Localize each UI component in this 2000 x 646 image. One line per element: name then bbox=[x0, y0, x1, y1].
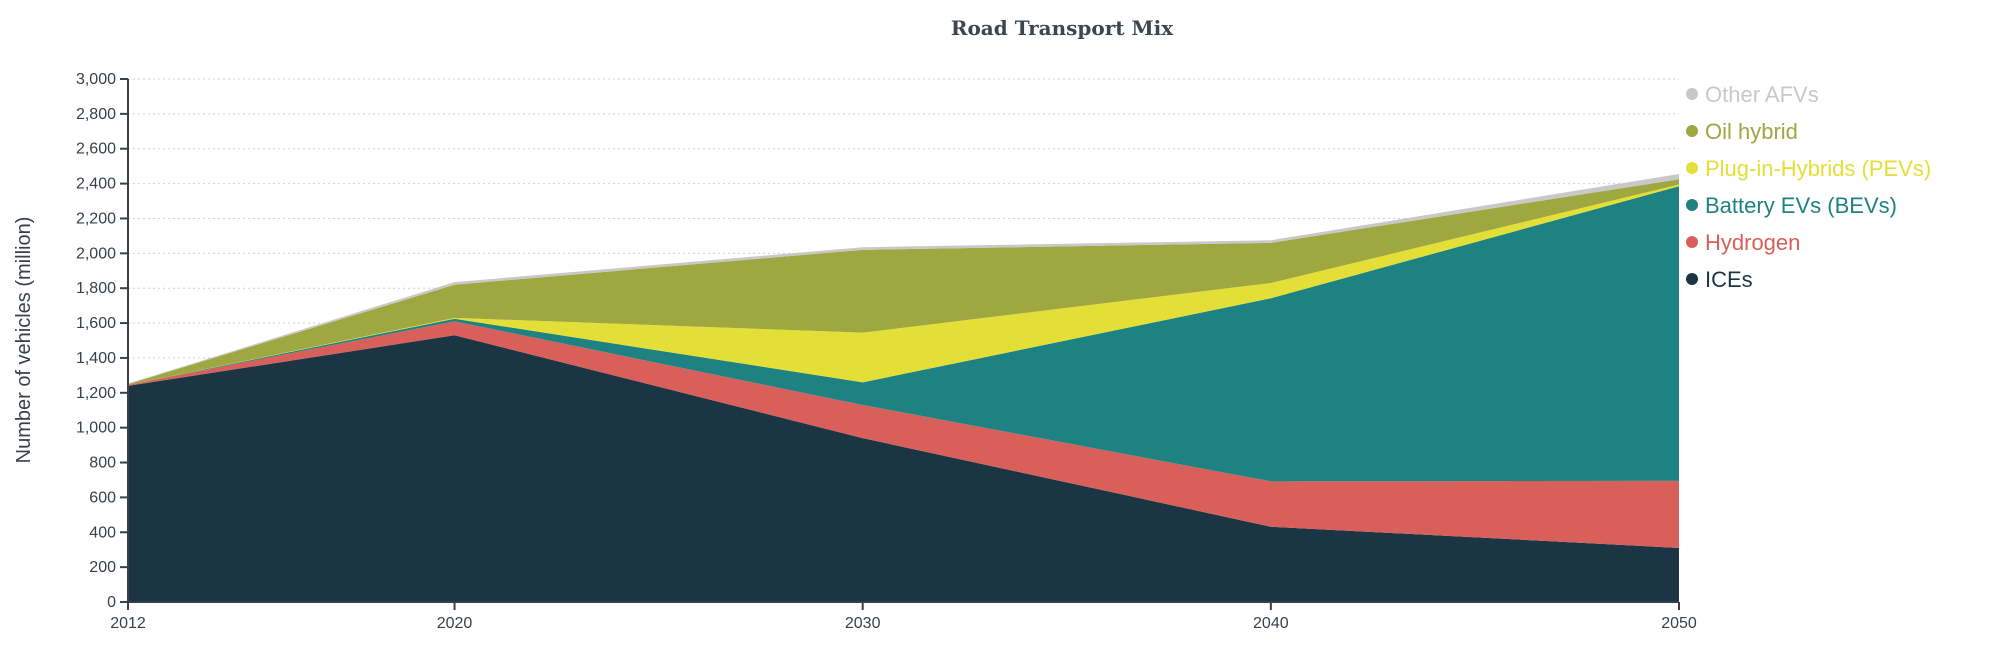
x-tick-label: 2020 bbox=[437, 615, 473, 632]
y-tick-label: 1,600 bbox=[76, 315, 116, 332]
area-ices[interactable] bbox=[128, 335, 1679, 602]
y-axis-label: Number of vehicles (million) bbox=[13, 217, 35, 464]
y-tick-label: 1,800 bbox=[76, 280, 116, 297]
area-oil-hybrid[interactable] bbox=[128, 179, 1679, 385]
legend-item[interactable]: Battery EVs (BEVs) bbox=[1686, 193, 1897, 218]
y-tick-label: 2,200 bbox=[76, 210, 116, 227]
y-tick-label: 2,000 bbox=[76, 245, 116, 262]
area-hydrogen[interactable] bbox=[128, 321, 1679, 548]
legend-dot-icon bbox=[1686, 236, 1698, 248]
y-tick-label: 200 bbox=[89, 559, 116, 576]
legend-item[interactable]: Plug-in-Hybrids (PEVs) bbox=[1686, 156, 1931, 181]
y-tick-label: 400 bbox=[89, 524, 116, 541]
y-tick-label: 2,600 bbox=[76, 141, 116, 158]
y-tick-label: 3,000 bbox=[76, 71, 116, 88]
legend-label: ICEs bbox=[1705, 267, 1753, 292]
legend-dot-icon bbox=[1686, 273, 1698, 285]
legend-item[interactable]: ICEs bbox=[1686, 267, 1753, 292]
y-tick-label: 1,000 bbox=[76, 420, 116, 437]
legend-item[interactable]: Hydrogen bbox=[1686, 230, 1800, 255]
chart-title: Road Transport Mix bbox=[951, 16, 1174, 40]
y-tick-label: 600 bbox=[89, 489, 116, 506]
legend-label: Oil hybrid bbox=[1705, 119, 1798, 144]
x-tick-label: 2012 bbox=[110, 615, 146, 632]
areas bbox=[128, 174, 1679, 602]
y-tick-label: 1,200 bbox=[76, 385, 116, 402]
y-tick-label: 800 bbox=[89, 455, 116, 472]
y-tick-label: 1,400 bbox=[76, 350, 116, 367]
legend-label: Other AFVs bbox=[1705, 82, 1819, 107]
x-tick-label: 2040 bbox=[1253, 615, 1289, 632]
y-tick-label: 2,800 bbox=[76, 106, 116, 123]
axes: 0 200 400 600 800 1,000 1,200 1,400 1,600 1,800 2,… bbox=[76, 71, 1697, 632]
legend-dot-icon bbox=[1686, 125, 1698, 137]
area-battery-evs-bevs[interactable] bbox=[128, 186, 1679, 482]
legend-label: Battery EVs (BEVs) bbox=[1705, 193, 1897, 218]
legend-item[interactable]: Other AFVs bbox=[1686, 82, 1819, 107]
legend-dot-icon bbox=[1686, 162, 1698, 174]
x-tick-label: 2030 bbox=[845, 615, 881, 632]
legend-dot-icon bbox=[1686, 199, 1698, 211]
legend-label: Plug-in-Hybrids (PEVs) bbox=[1705, 156, 1931, 181]
legend: Other AFVs Oil hybrid Plug-in-Hybrids (PEV… bbox=[1686, 82, 1931, 292]
legend-label: Hydrogen bbox=[1705, 230, 1800, 255]
y-tick-label: 0 bbox=[107, 594, 116, 611]
legend-dot-icon bbox=[1686, 88, 1698, 100]
area-plug-in-hybrids-pevs[interactable] bbox=[128, 184, 1679, 385]
y-tick-label: 2,400 bbox=[76, 176, 116, 193]
x-tick-label: 2050 bbox=[1661, 615, 1697, 632]
legend-item[interactable]: Oil hybrid bbox=[1686, 119, 1798, 144]
